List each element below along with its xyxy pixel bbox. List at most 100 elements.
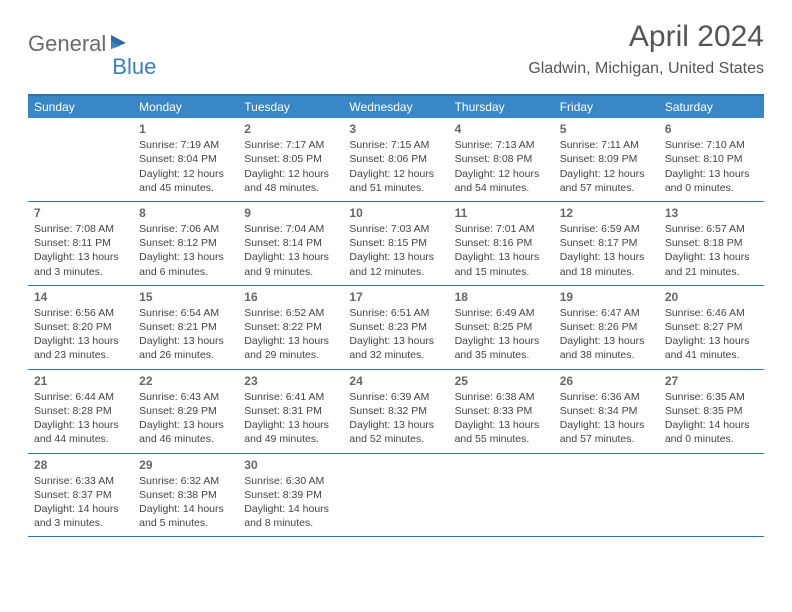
day-info-line: Daylight: 13 hours — [560, 418, 653, 432]
day-number: 27 — [665, 373, 758, 389]
week-row: 28Sunrise: 6:33 AMSunset: 8:37 PMDayligh… — [28, 454, 764, 538]
day-info-line: Sunrise: 6:59 AM — [560, 222, 653, 236]
day-info-line: Sunset: 8:11 PM — [34, 236, 127, 250]
day-info-line: Sunset: 8:14 PM — [244, 236, 337, 250]
day-info-line: Daylight: 13 hours — [665, 334, 758, 348]
day-cell: 15Sunrise: 6:54 AMSunset: 8:21 PMDayligh… — [133, 286, 238, 369]
day-info-line: and 32 minutes. — [349, 348, 442, 362]
logo-text-blue: Blue — [112, 54, 156, 80]
day-number: 17 — [349, 289, 442, 305]
day-cell: 19Sunrise: 6:47 AMSunset: 8:26 PMDayligh… — [554, 286, 659, 369]
day-info-line: Daylight: 14 hours — [665, 418, 758, 432]
day-info-line: Daylight: 13 hours — [455, 334, 548, 348]
day-info-line: and 21 minutes. — [665, 265, 758, 279]
title-block: April 2024 Gladwin, Michigan, United Sta… — [528, 20, 764, 78]
day-info-line: Sunrise: 6:52 AM — [244, 306, 337, 320]
day-cell: 21Sunrise: 6:44 AMSunset: 8:28 PMDayligh… — [28, 370, 133, 453]
day-number: 20 — [665, 289, 758, 305]
day-info-line: and 38 minutes. — [560, 348, 653, 362]
day-cell: 25Sunrise: 6:38 AMSunset: 8:33 PMDayligh… — [449, 370, 554, 453]
day-info-line: Sunset: 8:28 PM — [34, 404, 127, 418]
day-info-line: Sunrise: 6:44 AM — [34, 390, 127, 404]
day-info-line: Daylight: 13 hours — [139, 334, 232, 348]
day-info-line: Sunrise: 6:46 AM — [665, 306, 758, 320]
day-info-line: and 48 minutes. — [244, 181, 337, 195]
day-info-line: Sunrise: 6:41 AM — [244, 390, 337, 404]
day-info-line: Daylight: 13 hours — [665, 167, 758, 181]
day-info-line: Sunset: 8:20 PM — [34, 320, 127, 334]
week-row: 1Sunrise: 7:19 AMSunset: 8:04 PMDaylight… — [28, 118, 764, 202]
weeks: 1Sunrise: 7:19 AMSunset: 8:04 PMDaylight… — [28, 118, 764, 537]
day-info-line: and 57 minutes. — [560, 432, 653, 446]
day-info-line: Daylight: 13 hours — [349, 250, 442, 264]
logo-text-general: General — [28, 31, 106, 57]
day-header: Wednesday — [343, 96, 448, 118]
day-info-line: and 35 minutes. — [455, 348, 548, 362]
day-info-line: Sunrise: 7:17 AM — [244, 138, 337, 152]
day-info-line: Sunrise: 6:54 AM — [139, 306, 232, 320]
day-header: Tuesday — [238, 96, 343, 118]
day-number: 10 — [349, 205, 442, 221]
day-info-line: and 6 minutes. — [139, 265, 232, 279]
week-row: 21Sunrise: 6:44 AMSunset: 8:28 PMDayligh… — [28, 370, 764, 454]
day-info-line: Daylight: 13 hours — [244, 250, 337, 264]
day-info-line: Sunrise: 6:35 AM — [665, 390, 758, 404]
day-info-line: Sunset: 8:38 PM — [139, 488, 232, 502]
day-info-line: Daylight: 13 hours — [560, 250, 653, 264]
day-info-line: and 45 minutes. — [139, 181, 232, 195]
day-cell: 22Sunrise: 6:43 AMSunset: 8:29 PMDayligh… — [133, 370, 238, 453]
day-info-line: Sunset: 8:27 PM — [665, 320, 758, 334]
day-cell: 11Sunrise: 7:01 AMSunset: 8:16 PMDayligh… — [449, 202, 554, 285]
header: General Blue April 2024 Gladwin, Michiga… — [0, 0, 792, 86]
day-info-line: Daylight: 12 hours — [349, 167, 442, 181]
day-info-line: Sunset: 8:22 PM — [244, 320, 337, 334]
day-cell: 1Sunrise: 7:19 AMSunset: 8:04 PMDaylight… — [133, 118, 238, 201]
day-info-line: Sunrise: 6:56 AM — [34, 306, 127, 320]
day-info-line: Sunrise: 7:06 AM — [139, 222, 232, 236]
day-info-line: and 49 minutes. — [244, 432, 337, 446]
week-row: 7Sunrise: 7:08 AMSunset: 8:11 PMDaylight… — [28, 202, 764, 286]
day-info-line: Sunset: 8:09 PM — [560, 152, 653, 166]
day-number: 30 — [244, 457, 337, 473]
day-info-line: Daylight: 14 hours — [244, 502, 337, 516]
day-number: 12 — [560, 205, 653, 221]
day-info-line: Sunset: 8:33 PM — [455, 404, 548, 418]
day-number: 2 — [244, 121, 337, 137]
day-number: 15 — [139, 289, 232, 305]
day-cell: 20Sunrise: 6:46 AMSunset: 8:27 PMDayligh… — [659, 286, 764, 369]
day-info-line: Daylight: 12 hours — [244, 167, 337, 181]
day-number: 16 — [244, 289, 337, 305]
day-number: 5 — [560, 121, 653, 137]
day-header: Saturday — [659, 96, 764, 118]
day-cell: 16Sunrise: 6:52 AMSunset: 8:22 PMDayligh… — [238, 286, 343, 369]
day-info-line: Daylight: 14 hours — [139, 502, 232, 516]
day-number: 3 — [349, 121, 442, 137]
day-info-line: Sunrise: 6:51 AM — [349, 306, 442, 320]
day-info-line: Daylight: 13 hours — [349, 334, 442, 348]
day-cell: 18Sunrise: 6:49 AMSunset: 8:25 PMDayligh… — [449, 286, 554, 369]
day-info-line: Sunset: 8:04 PM — [139, 152, 232, 166]
day-number: 6 — [665, 121, 758, 137]
day-number: 22 — [139, 373, 232, 389]
day-info-line: Sunset: 8:10 PM — [665, 152, 758, 166]
day-cell: 6Sunrise: 7:10 AMSunset: 8:10 PMDaylight… — [659, 118, 764, 201]
day-info-line: Sunset: 8:06 PM — [349, 152, 442, 166]
day-number: 29 — [139, 457, 232, 473]
day-info-line: Sunrise: 6:38 AM — [455, 390, 548, 404]
day-info-line: and 51 minutes. — [349, 181, 442, 195]
calendar: SundayMondayTuesdayWednesdayThursdayFrid… — [28, 94, 764, 537]
day-info-line: and 26 minutes. — [139, 348, 232, 362]
day-info-line: and 55 minutes. — [455, 432, 548, 446]
day-info-line: and 15 minutes. — [455, 265, 548, 279]
day-header: Thursday — [449, 96, 554, 118]
day-info-line: and 0 minutes. — [665, 181, 758, 195]
day-info-line: Daylight: 13 hours — [139, 418, 232, 432]
day-info-line: Sunrise: 6:30 AM — [244, 474, 337, 488]
day-info-line: Sunset: 8:35 PM — [665, 404, 758, 418]
day-number: 24 — [349, 373, 442, 389]
day-cell: 27Sunrise: 6:35 AMSunset: 8:35 PMDayligh… — [659, 370, 764, 453]
day-info-line: Daylight: 13 hours — [34, 250, 127, 264]
day-info-line: and 12 minutes. — [349, 265, 442, 279]
day-info-line: Daylight: 13 hours — [139, 250, 232, 264]
day-number: 25 — [455, 373, 548, 389]
